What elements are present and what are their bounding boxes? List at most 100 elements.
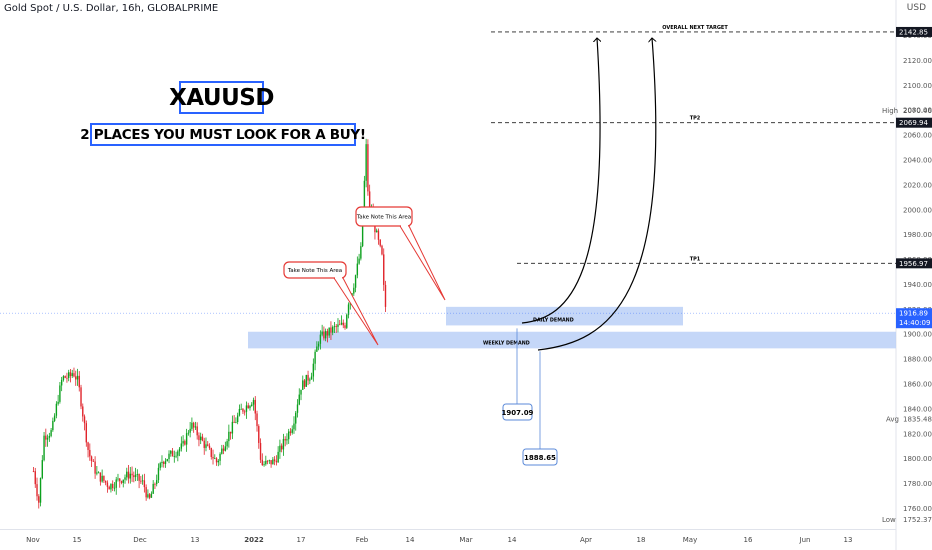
candle-body <box>314 351 316 364</box>
candle-body <box>367 144 369 192</box>
candle-body <box>236 415 239 423</box>
candle-body <box>156 480 158 485</box>
price-tick: 1980.00 <box>903 231 932 239</box>
candle-body <box>73 373 75 377</box>
headline-box: XAUUSD <box>169 81 274 114</box>
time-tick: Jun <box>799 536 811 544</box>
high-label: High <box>882 107 898 115</box>
candle-body <box>133 475 135 478</box>
candle-body <box>173 456 175 457</box>
time-tick: Feb <box>356 536 369 544</box>
price-tick: 2060.00 <box>903 132 932 140</box>
candle-body <box>383 254 385 285</box>
candle-body <box>124 477 126 480</box>
price-tick: 1840.00 <box>903 405 932 413</box>
candle-body <box>310 376 313 380</box>
candle-body <box>80 387 82 407</box>
candle-body <box>273 459 276 462</box>
candle-body <box>346 314 348 328</box>
price-tick: 1940.00 <box>903 281 932 289</box>
candle-body <box>108 486 110 490</box>
candle-body <box>268 460 271 461</box>
candle-body <box>75 376 77 380</box>
callout-right: Take Note This Area <box>355 206 446 301</box>
overall-target-tag-bg <box>896 26 932 37</box>
candle-body <box>210 448 212 457</box>
candle-body <box>90 456 93 462</box>
currency-label: USD <box>906 3 926 13</box>
time-tick: 13 <box>844 536 853 544</box>
candle-body <box>229 431 232 434</box>
candle-body <box>307 374 309 381</box>
weekly-demand-zone <box>248 331 896 349</box>
candle-body <box>217 460 219 463</box>
candle-body <box>360 246 362 259</box>
time-tick: 13 <box>191 536 200 544</box>
candle-body <box>191 422 193 429</box>
candle-body <box>365 144 367 181</box>
candle-body <box>361 217 364 247</box>
candle-body <box>94 461 96 474</box>
candle-body <box>85 423 87 443</box>
candle-body <box>192 422 195 428</box>
candle-body <box>333 326 336 328</box>
candle-body <box>55 403 58 416</box>
candle-body <box>212 456 214 459</box>
candle-body <box>302 380 304 390</box>
candle-body <box>69 372 72 377</box>
candle-body <box>356 263 359 276</box>
candle-body <box>231 421 234 434</box>
weekly-demand-label: WEEKLY DEMAND <box>483 340 530 346</box>
candle-body <box>235 422 237 423</box>
candle-body <box>272 459 274 465</box>
callout-left-text: Take Note This Area <box>287 268 342 274</box>
candle-body <box>106 482 109 487</box>
candle-body <box>171 450 174 457</box>
price-tick: 1820.00 <box>903 430 932 438</box>
candle-body <box>305 374 307 387</box>
candle-body <box>224 446 227 451</box>
candle-body <box>46 437 49 440</box>
time-tick: May <box>683 536 697 544</box>
candle-body <box>129 473 131 479</box>
candle-body <box>205 444 207 448</box>
candle-body <box>43 435 45 461</box>
candle-body <box>279 445 281 452</box>
candle-body <box>321 331 323 335</box>
candle-body <box>92 461 95 462</box>
price-tick: 1880.00 <box>903 356 932 364</box>
tp2-label: TP2 <box>690 116 701 122</box>
candle-body <box>126 471 128 478</box>
time-tick: Dec <box>133 536 147 544</box>
candle-body <box>286 439 288 441</box>
candle-body <box>78 375 80 388</box>
candle-body <box>309 379 311 381</box>
callout-right-box <box>355 206 413 227</box>
candle-body <box>36 484 38 497</box>
candle-body <box>238 408 241 416</box>
candles <box>32 138 387 509</box>
candle-body <box>127 471 130 479</box>
time-tick: 18 <box>637 536 646 544</box>
candle-body <box>122 479 124 483</box>
candle-body <box>166 459 168 462</box>
candle-body <box>233 421 235 423</box>
candle-body <box>143 480 146 488</box>
candle-body <box>175 455 177 457</box>
callout-left-box <box>283 261 347 279</box>
price-tick: 1760.00 <box>903 505 932 513</box>
avg-label: Avg <box>886 416 899 424</box>
candle-body <box>83 416 86 424</box>
current-price-tag-time: 14:40:09 <box>899 319 930 327</box>
candle-body <box>265 460 267 465</box>
candle-body <box>312 363 315 377</box>
candle-body <box>87 442 89 450</box>
candle-body <box>381 245 383 255</box>
callout-right-pointer <box>399 225 446 301</box>
candle-body <box>119 478 121 482</box>
candle-body <box>76 375 79 380</box>
candle-body <box>164 461 167 465</box>
candle-body <box>247 405 249 409</box>
candle-body <box>112 483 114 488</box>
